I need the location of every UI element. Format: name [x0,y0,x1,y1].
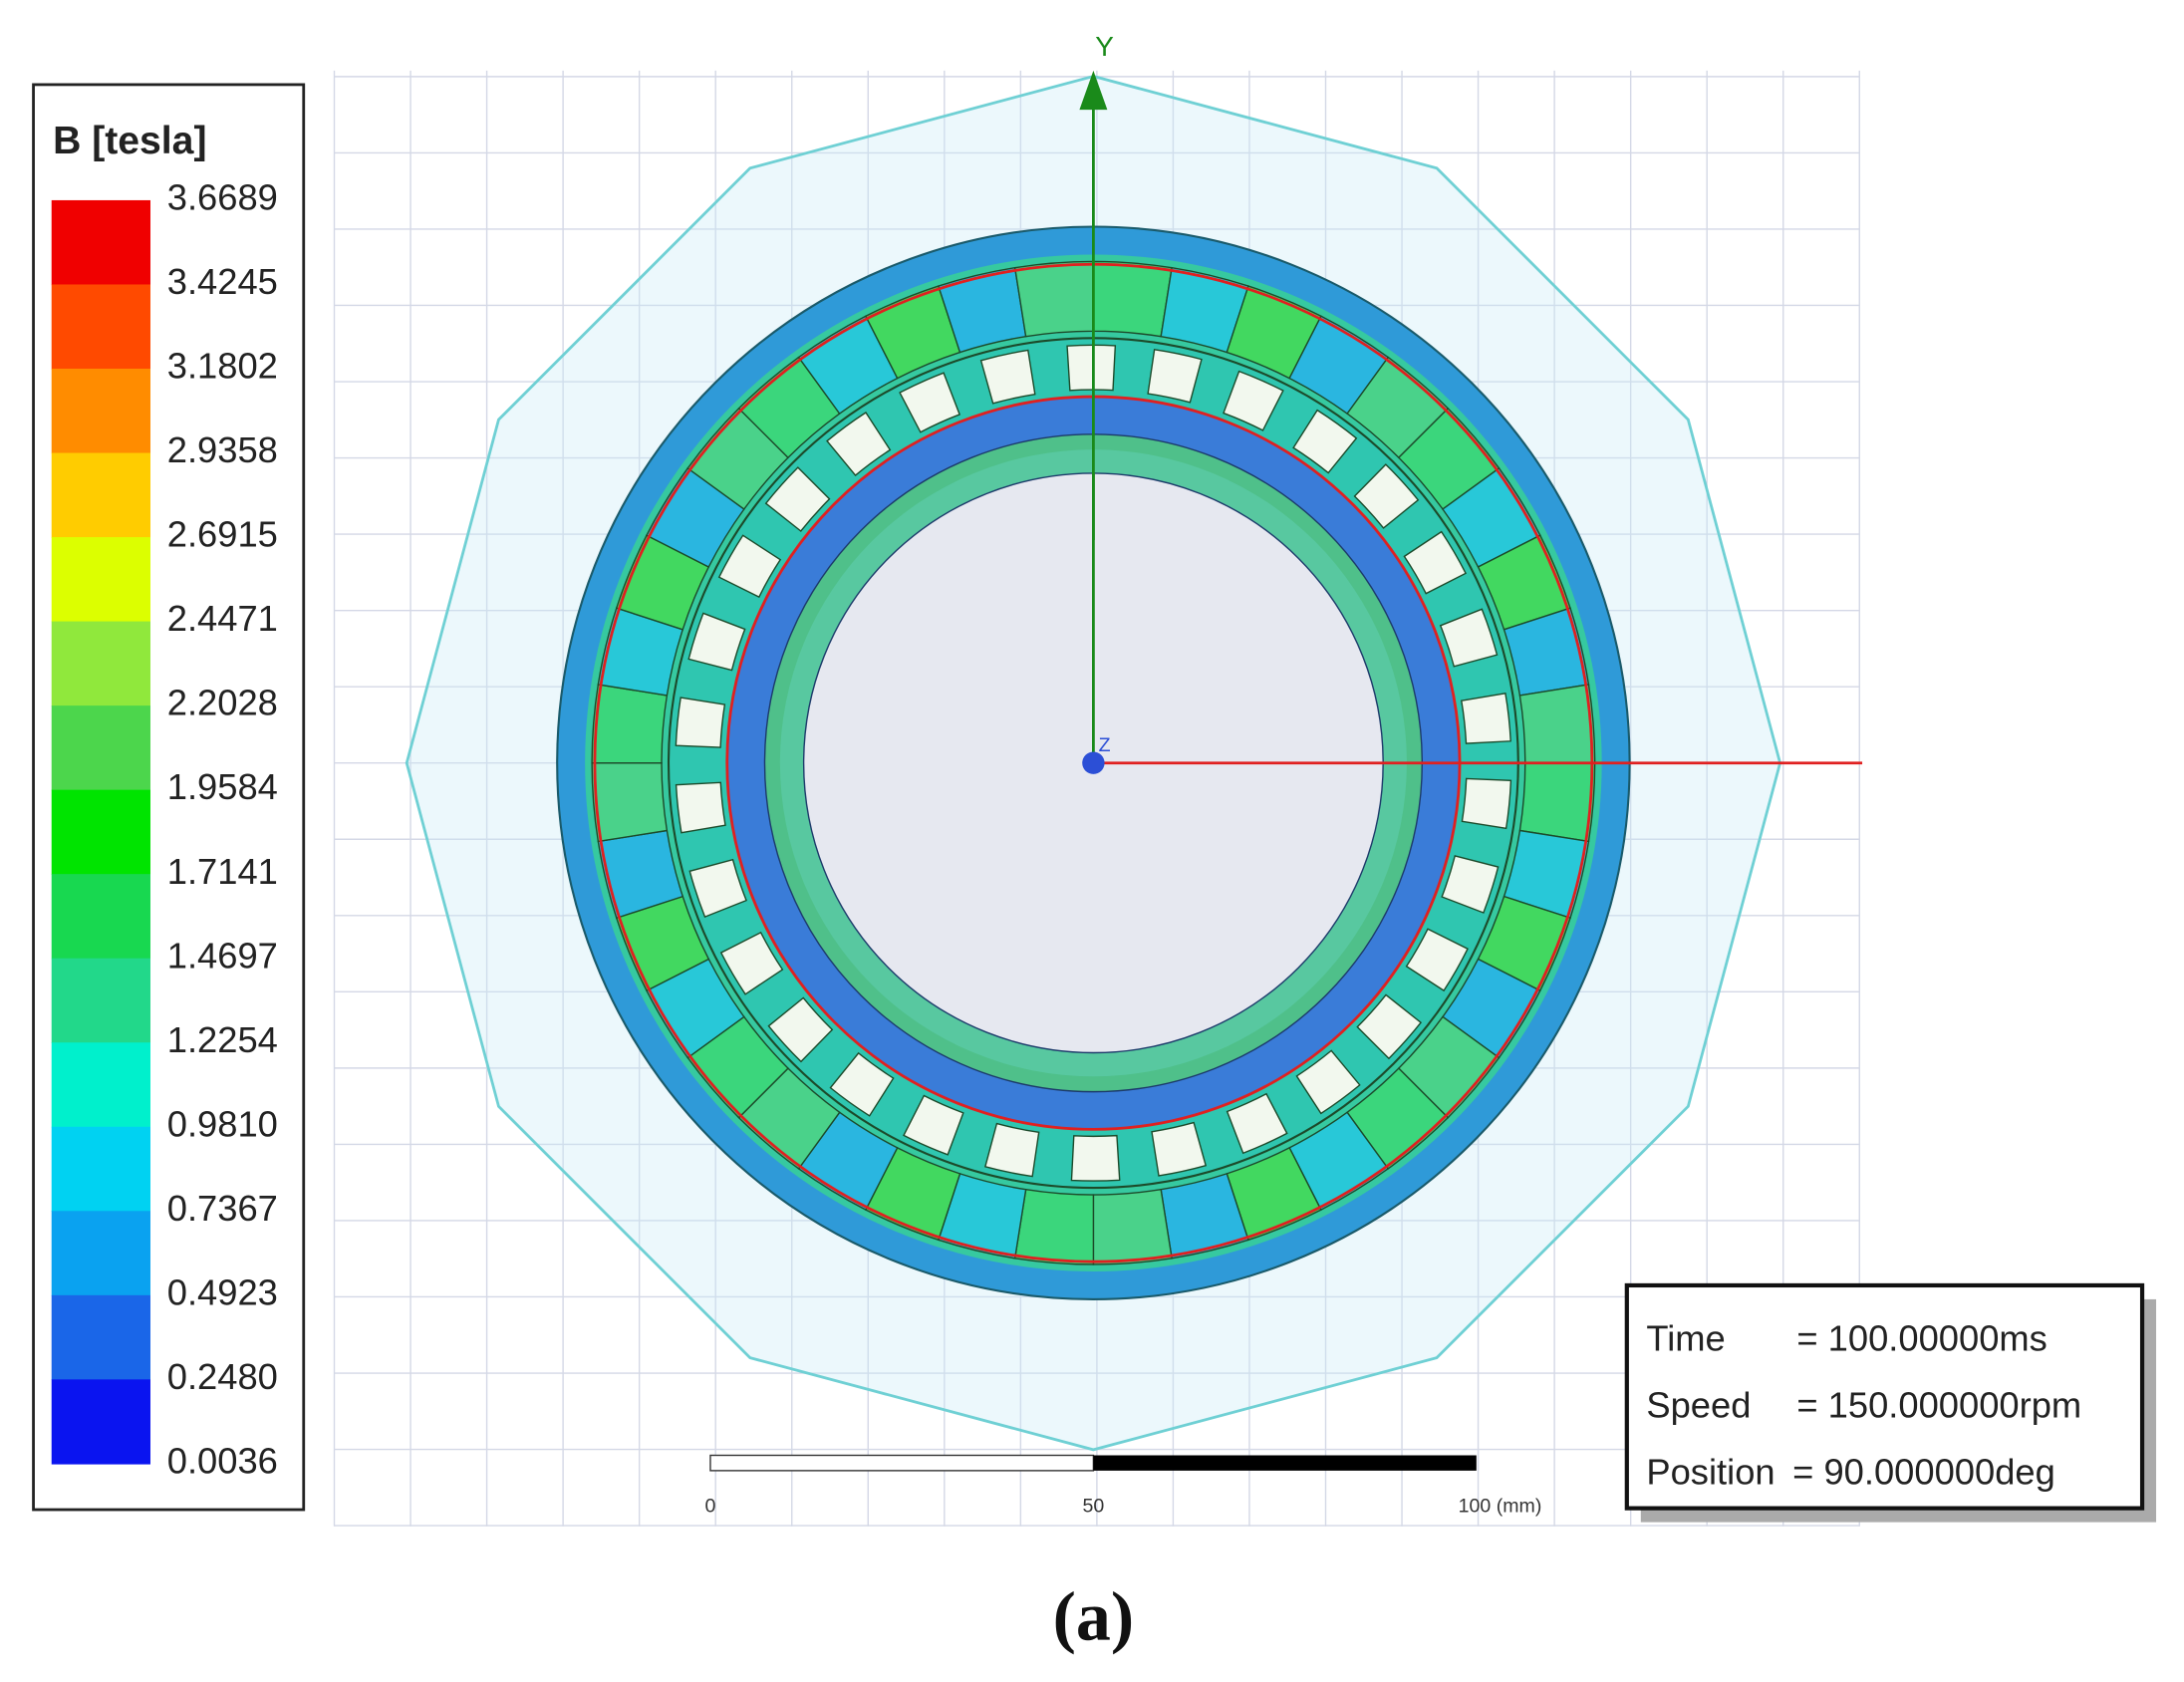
slot [1441,855,1500,914]
info-box [1624,1282,2145,1511]
slot [688,858,747,919]
legend-band [51,199,150,286]
legend-band [51,368,150,454]
legend: 3.6689 3.4245 3.1802 2.9358 2.6915 2.4471 2.20… [51,177,278,1481]
legend-level: 2.9358 [167,429,278,470]
legend-level: 3.6689 [167,177,278,218]
slot [1070,1134,1121,1182]
slot [717,534,782,599]
slot [1223,370,1284,431]
y-axis-arrow [1079,70,1108,111]
legend-band [51,537,150,623]
legend-level: 3.4245 [167,261,278,302]
slot [1295,1049,1361,1115]
legend-level: 2.2028 [167,683,278,723]
legend-band [51,621,150,706]
slot [826,412,892,477]
slot [829,1051,895,1117]
legend-band [51,1211,150,1296]
legend-level: 2.4471 [167,598,278,639]
stator-cell [1092,1188,1173,1265]
slot [675,697,726,748]
info-label: Time [1646,1317,1725,1358]
slot [1226,1092,1288,1155]
slot [687,612,746,672]
slot [1147,349,1203,404]
legend-level: 1.4697 [167,935,278,976]
legend-level: 0.0036 [167,1440,278,1481]
legend-level: 0.7367 [167,1188,278,1229]
legend-level: 0.9810 [167,1103,278,1144]
slot [1461,777,1512,830]
scale-label: 50 [1083,1495,1105,1517]
slot [1461,692,1511,744]
info-value: = 150.000000rpm [1796,1385,2081,1426]
legend-level: 2.6915 [167,514,278,555]
slot [1066,344,1117,392]
legend-band [51,874,150,960]
slot [1439,608,1499,668]
slot [1151,1121,1208,1177]
stator-cell [1013,260,1095,338]
y-axis-label: Y [1095,31,1114,62]
legend-level: 0.4923 [167,1271,278,1312]
slot [983,1122,1040,1178]
stator-cell [1518,762,1596,843]
scale-label: 0 [705,1495,716,1517]
stator-cell [1013,1188,1095,1265]
legend-band [51,284,150,370]
legend-level: 1.9584 [167,766,278,807]
legend-band [51,1379,150,1465]
slot [719,931,784,995]
legend-band [51,958,150,1043]
slot [1292,409,1358,474]
caption: (a) [1053,1579,1134,1656]
scale-label: 100 (mm) [1459,1495,1542,1517]
slot [767,996,834,1063]
stator-cell [1092,260,1173,338]
legend-level: 1.7141 [167,851,278,892]
legend-band [51,452,150,538]
scale-bar-white [709,1454,1095,1472]
info-label: Speed [1646,1385,1751,1426]
legend-level: 1.2254 [167,1019,278,1060]
slot [1405,928,1469,992]
info-label: Position [1646,1452,1774,1493]
slot [1403,530,1468,595]
slot [1356,993,1423,1060]
legend-band [51,1042,150,1128]
slot [899,372,961,433]
legend-level: 0.2480 [167,1356,278,1397]
legend-band [51,1126,150,1212]
info-value: = 100.00000ms [1796,1317,2047,1358]
slot [979,349,1036,405]
slot [675,781,726,834]
legend-title: B [tesla] [53,120,206,162]
legend-band [51,705,150,791]
origin [1082,751,1105,774]
stator-cell [1518,684,1596,764]
stator-cell [591,684,669,764]
scale-bar-black [1093,1455,1477,1471]
z-axis-label: Z [1099,734,1111,756]
slot [1353,463,1420,529]
slot [764,466,831,532]
info-value: = 90.000000deg [1792,1452,2055,1493]
legend-band [51,1294,150,1381]
info: Time = 100.00000ms Speed = 150.000000rpm Pos… [1646,1317,2081,1492]
stator-cell [591,762,669,843]
legend-band [51,789,150,875]
legend-level: 3.1802 [167,346,278,387]
slot [903,1094,964,1156]
